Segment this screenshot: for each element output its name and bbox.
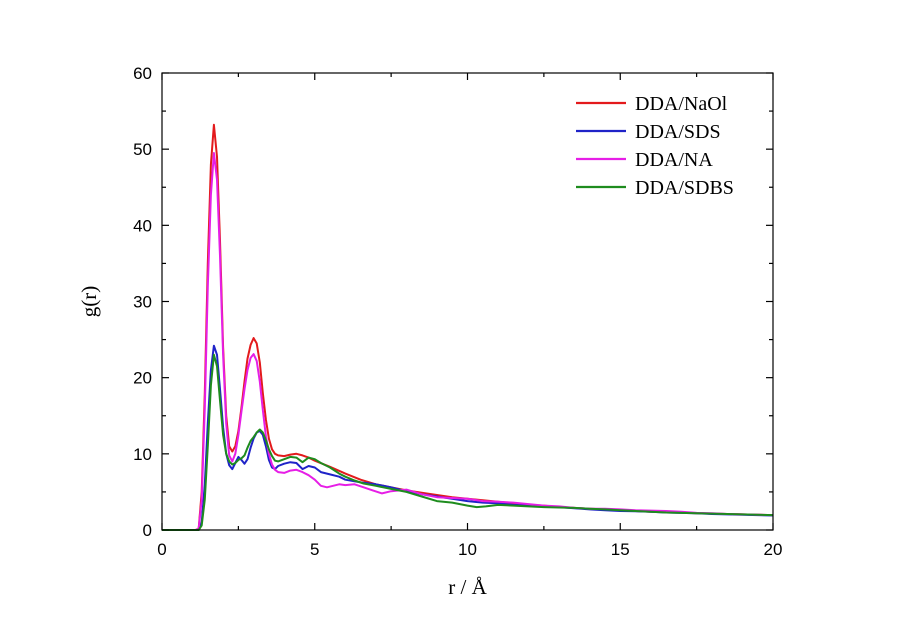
series-line-3	[162, 353, 774, 531]
x-tick-label: 20	[764, 540, 783, 559]
y-tick-label: 10	[133, 445, 152, 464]
y-tick-label: 30	[133, 293, 152, 312]
series-layer	[162, 123, 774, 531]
series-line-2	[162, 152, 774, 531]
x-tick-label: 0	[157, 540, 166, 559]
y-tick-label: 0	[143, 521, 152, 540]
legend: DDA/NaOl DDA/SDS DDA/NA DDA/SDBS	[576, 93, 734, 199]
x-tick-label: 10	[458, 540, 477, 559]
legend-label-1: DDA/SDS	[635, 121, 721, 143]
y-tick-label: 40	[133, 216, 152, 235]
y-tick-label: 20	[133, 369, 152, 388]
x-axis-title: r / Å	[448, 575, 487, 599]
y-axis-title: g(r)	[77, 286, 101, 317]
legend-label-0: DDA/NaOl	[635, 93, 728, 115]
y-tick-label: 60	[133, 64, 152, 83]
legend-label-3: DDA/SDBS	[635, 177, 734, 199]
legend-label-2: DDA/NA	[635, 149, 713, 171]
x-tick-label: 5	[310, 540, 319, 559]
ticks-layer: 0 5 10 15 20 0 10 20 30 40 50 60	[133, 64, 782, 559]
x-tick-label: 15	[611, 540, 630, 559]
y-tick-label: 50	[133, 140, 152, 159]
